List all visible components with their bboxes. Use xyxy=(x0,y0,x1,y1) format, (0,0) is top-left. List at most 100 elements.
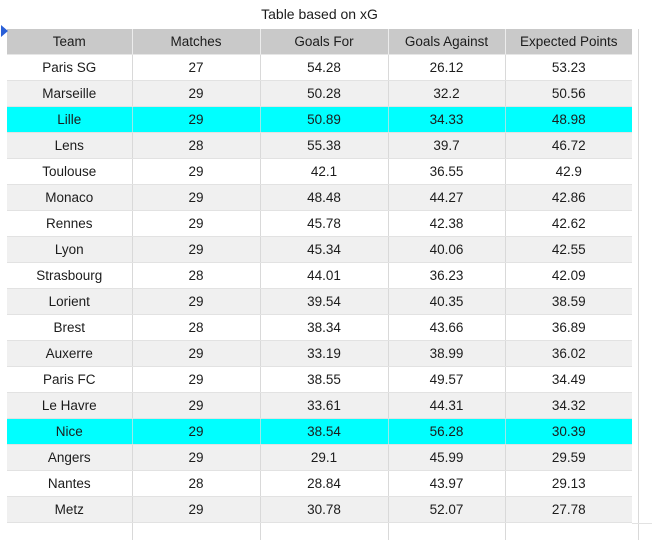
cell-goals_against[interactable]: 44.31 xyxy=(388,392,506,419)
cell-team[interactable]: Rennes xyxy=(7,210,133,237)
sheet-gridline-vertical xyxy=(638,29,639,540)
cell-goals_against[interactable]: 43.97 xyxy=(388,470,506,497)
cell-expected_points[interactable]: 38.59 xyxy=(505,288,632,315)
cell-team[interactable]: Paris SG xyxy=(7,54,133,81)
sheet-gridline-horizontal xyxy=(632,523,652,524)
cell-goals_against[interactable]: 43.66 xyxy=(388,314,506,341)
cell-goals_for[interactable]: 42.1 xyxy=(260,158,389,185)
cell-goals_for[interactable]: 39.54 xyxy=(260,288,389,315)
cell-expected_points[interactable]: 46.72 xyxy=(505,132,632,159)
cell-matches[interactable]: 29 xyxy=(132,184,261,211)
cell-team[interactable]: Paris FC xyxy=(7,366,133,393)
cell-team[interactable]: Le Havre xyxy=(7,392,133,419)
cell-goals_against[interactable]: 56.28 xyxy=(388,418,506,445)
cell-goals_for[interactable]: 38.54 xyxy=(260,418,389,445)
cell-matches[interactable]: 29 xyxy=(132,210,261,237)
cell-goals_for[interactable]: 45.78 xyxy=(260,210,389,237)
cell-goals_for[interactable]: 38.55 xyxy=(260,366,389,393)
cell-matches[interactable]: 28 xyxy=(132,132,261,159)
cell-goals_for[interactable]: 50.28 xyxy=(260,80,389,107)
column-header-matches[interactable]: Matches xyxy=(132,29,261,55)
cell-goals_for[interactable]: 44.01 xyxy=(260,262,389,289)
cell-expected_points[interactable]: 42.86 xyxy=(505,184,632,211)
cell-expected_points[interactable]: 42.55 xyxy=(505,236,632,263)
column-header-team[interactable]: Team xyxy=(7,29,133,55)
cell-matches[interactable]: 28 xyxy=(132,314,261,341)
cell-expected_points[interactable]: 34.32 xyxy=(505,392,632,419)
cell-expected_points[interactable]: 36.89 xyxy=(505,314,632,341)
cell-goals_for[interactable]: 50.89 xyxy=(260,106,389,133)
table-body: Paris SG 27 54.28 26.12 53.23 Marseille 29 50.2… xyxy=(7,54,632,523)
cell-expected_points[interactable]: 42.9 xyxy=(505,158,632,185)
cell-team[interactable]: Brest xyxy=(7,314,133,341)
cell-expected_points[interactable]: 27.78 xyxy=(505,496,632,523)
cell-team[interactable]: Lyon xyxy=(7,236,133,263)
cell-goals_against[interactable]: 36.23 xyxy=(388,262,506,289)
cell-team[interactable]: Monaco xyxy=(7,184,133,211)
cell-goals_for[interactable]: 33.61 xyxy=(260,392,389,419)
cell-goals_for[interactable]: 29.1 xyxy=(260,444,389,471)
cell-expected_points[interactable]: 34.49 xyxy=(505,366,632,393)
cell-expected_points[interactable]: 50.56 xyxy=(505,80,632,107)
cell-matches[interactable]: 29 xyxy=(132,418,261,445)
cell-matches[interactable]: 29 xyxy=(132,80,261,107)
column-header-goals-against[interactable]: Goals Against xyxy=(388,29,506,55)
cell-goals_against[interactable]: 39.7 xyxy=(388,132,506,159)
sheet-gridline-stub xyxy=(388,523,389,540)
cell-goals_against[interactable]: 49.57 xyxy=(388,366,506,393)
cell-team[interactable]: Nice xyxy=(7,418,133,445)
cell-goals_for[interactable]: 33.19 xyxy=(260,340,389,367)
cell-matches[interactable]: 28 xyxy=(132,470,261,497)
cell-goals_for[interactable]: 30.78 xyxy=(260,496,389,523)
cell-expected_points[interactable]: 48.98 xyxy=(505,106,632,133)
cell-goals_for[interactable]: 45.34 xyxy=(260,236,389,263)
column-header-goals-for[interactable]: Goals For xyxy=(260,29,389,55)
cell-matches[interactable]: 29 xyxy=(132,236,261,263)
cell-goals_against[interactable]: 38.99 xyxy=(388,340,506,367)
cell-expected_points[interactable]: 29.13 xyxy=(505,470,632,497)
cell-team[interactable]: Lens xyxy=(7,132,133,159)
cell-goals_against[interactable]: 52.07 xyxy=(388,496,506,523)
cell-goals_for[interactable]: 28.84 xyxy=(260,470,389,497)
cell-expected_points[interactable]: 29.59 xyxy=(505,444,632,471)
cell-matches[interactable]: 29 xyxy=(132,444,261,471)
cell-team[interactable]: Toulouse xyxy=(7,158,133,185)
cell-expected_points[interactable]: 30.39 xyxy=(505,418,632,445)
cell-goals_against[interactable]: 26.12 xyxy=(388,54,506,81)
cell-expected_points[interactable]: 36.02 xyxy=(505,340,632,367)
cell-goals_against[interactable]: 44.27 xyxy=(388,184,506,211)
cell-matches[interactable]: 29 xyxy=(132,106,261,133)
cell-goals_for[interactable]: 48.48 xyxy=(260,184,389,211)
cell-team[interactable]: Nantes xyxy=(7,470,133,497)
cell-matches[interactable]: 29 xyxy=(132,496,261,523)
cell-matches[interactable]: 29 xyxy=(132,366,261,393)
cell-goals_for[interactable]: 38.34 xyxy=(260,314,389,341)
column-header-expected-points[interactable]: Expected Points xyxy=(505,29,632,55)
cell-matches[interactable]: 29 xyxy=(132,158,261,185)
cell-team[interactable]: Lorient xyxy=(7,288,133,315)
cell-matches[interactable]: 29 xyxy=(132,392,261,419)
cell-goals_for[interactable]: 55.38 xyxy=(260,132,389,159)
cell-expected_points[interactable]: 42.09 xyxy=(505,262,632,289)
cell-matches[interactable]: 29 xyxy=(132,340,261,367)
table-row-lille: Lille 29 50.89 34.33 48.98 xyxy=(7,106,632,133)
cell-goals_for[interactable]: 54.28 xyxy=(260,54,389,81)
cell-team[interactable]: Metz xyxy=(7,496,133,523)
cell-expected_points[interactable]: 53.23 xyxy=(505,54,632,81)
cell-goals_against[interactable]: 32.2 xyxy=(388,80,506,107)
cell-expected_points[interactable]: 42.62 xyxy=(505,210,632,237)
cell-team[interactable]: Angers xyxy=(7,444,133,471)
cell-team[interactable]: Auxerre xyxy=(7,340,133,367)
cell-team[interactable]: Strasbourg xyxy=(7,262,133,289)
cell-matches[interactable]: 28 xyxy=(132,262,261,289)
cell-team[interactable]: Lille xyxy=(7,106,133,133)
cell-matches[interactable]: 29 xyxy=(132,288,261,315)
cell-team[interactable]: Marseille xyxy=(7,80,133,107)
cell-goals_against[interactable]: 42.38 xyxy=(388,210,506,237)
cell-goals_against[interactable]: 34.33 xyxy=(388,106,506,133)
cell-goals_against[interactable]: 40.06 xyxy=(388,236,506,263)
cell-goals_against[interactable]: 36.55 xyxy=(388,158,506,185)
cell-goals_against[interactable]: 45.99 xyxy=(388,444,506,471)
cell-matches[interactable]: 27 xyxy=(132,54,261,81)
cell-goals_against[interactable]: 40.35 xyxy=(388,288,506,315)
